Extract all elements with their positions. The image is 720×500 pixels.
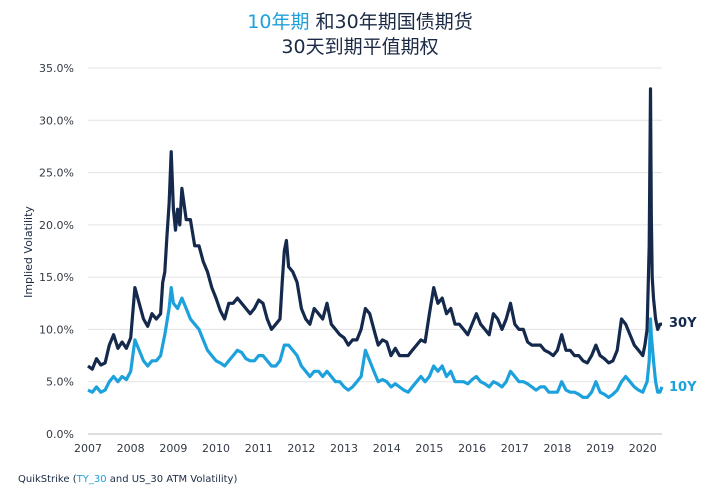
- series-label-30y: 30Y: [669, 316, 697, 331]
- title-highlight: 10年期: [247, 11, 310, 33]
- x-tick-label: 2020: [629, 442, 657, 455]
- source-highlight: TY_30: [76, 474, 107, 485]
- y-tick-label: 25.0%: [39, 167, 74, 180]
- title-line1-rest: 和30年期国债期货: [309, 11, 473, 33]
- y-tick-label: 30.0%: [39, 114, 74, 127]
- chart-title: 10年期 和30年期国债期货 30天到期平值期权: [0, 10, 720, 60]
- x-tick-label: 2015: [415, 442, 443, 455]
- x-tick-label: 2018: [543, 442, 571, 455]
- x-tick-label: 2010: [202, 442, 230, 455]
- series-line-30y: [87, 87, 662, 371]
- y-axis-label: Implied Volatility: [22, 206, 35, 298]
- grid-lines: [88, 67, 662, 435]
- x-tick-label: 2008: [117, 442, 145, 455]
- series-line-10y: [87, 286, 664, 399]
- series-label-10y: 10Y: [669, 380, 697, 395]
- x-tick-labels: 2007 2008 2009 2010 2011 2012 2013 2014 2015 2016…: [74, 442, 657, 455]
- series-end-labels: 30Y 10Y: [669, 316, 697, 395]
- y-tick-label: 10.0%: [39, 323, 74, 336]
- y-tick-label: 5.0%: [46, 376, 74, 389]
- x-tick-label: 2017: [501, 442, 529, 455]
- x-tick-label: 2009: [159, 442, 187, 455]
- y-tick-labels: 0.0% 5.0% 10.0% 15.0% 20.0% 25.0% 30.0% 35.0%: [39, 62, 74, 441]
- x-tick-label: 2013: [330, 442, 358, 455]
- y-tick-label: 35.0%: [39, 62, 74, 75]
- source-prefix: QuikStrike (: [18, 474, 77, 485]
- x-tick-label: 2014: [373, 442, 401, 455]
- y-tick-label: 20.0%: [39, 219, 74, 232]
- x-tick-label: 2016: [458, 442, 486, 455]
- source-note: QuikStrike (TY_30 and US_30 ATM Volatili…: [18, 474, 237, 485]
- x-tick-label: 2012: [287, 442, 315, 455]
- x-tick-label: 2019: [586, 442, 614, 455]
- y-tick-label: 15.0%: [39, 271, 74, 284]
- x-tick-label: 2007: [74, 442, 102, 455]
- series-lines: [87, 87, 664, 399]
- title-line2: 30天到期平值期权: [281, 36, 439, 58]
- source-suffix: and US_30 ATM Volatility): [106, 474, 238, 485]
- y-tick-label: 0.0%: [46, 428, 74, 441]
- x-tick-label: 2011: [245, 442, 273, 455]
